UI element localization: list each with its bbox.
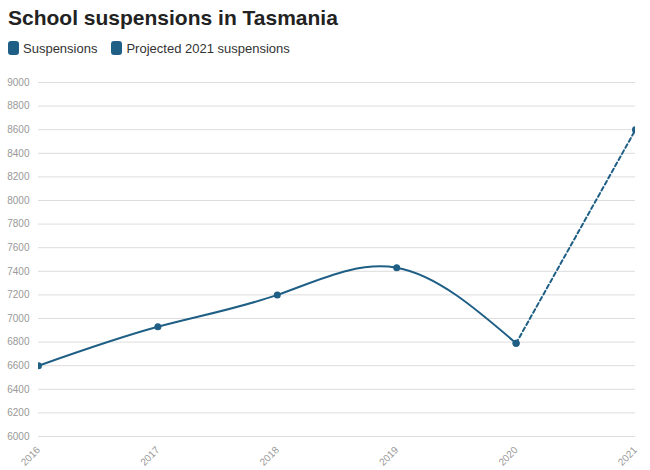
svg-text:2021: 2021: [616, 444, 640, 468]
svg-text:7200: 7200: [7, 289, 30, 300]
svg-text:7000: 7000: [7, 313, 30, 324]
svg-text:2017: 2017: [138, 444, 162, 468]
svg-text:8800: 8800: [7, 100, 30, 111]
html-text:Suspensions: Suspensions: [23, 40, 98, 56]
svg-text:2019: 2019: [377, 444, 401, 468]
svg-text:8000: 8000: [7, 195, 30, 206]
svg-text:7800: 7800: [7, 218, 30, 229]
svg-text:8400: 8400: [7, 148, 30, 159]
html-text:School suspensions in Tasmania: School suspensions in Tasmania: [8, 6, 338, 29]
svg-text:6000: 6000: [7, 431, 30, 442]
svg-text:6600: 6600: [7, 360, 30, 371]
svg-text:6200: 6200: [7, 407, 30, 418]
svg-text:6400: 6400: [7, 384, 30, 395]
svg-text:8200: 8200: [7, 171, 30, 182]
svg-text:2016: 2016: [19, 444, 43, 468]
svg-text:2020: 2020: [496, 444, 520, 468]
svg-text:7400: 7400: [7, 266, 30, 277]
svg-text:9000: 9000: [7, 77, 30, 88]
svg-text:7600: 7600: [7, 242, 30, 253]
svg-text:6800: 6800: [7, 336, 30, 347]
svg-text:8600: 8600: [7, 124, 30, 135]
svg-text:2018: 2018: [257, 444, 281, 468]
html-text:Projected 2021 suspensions: Projected 2021 suspensions: [126, 40, 290, 56]
